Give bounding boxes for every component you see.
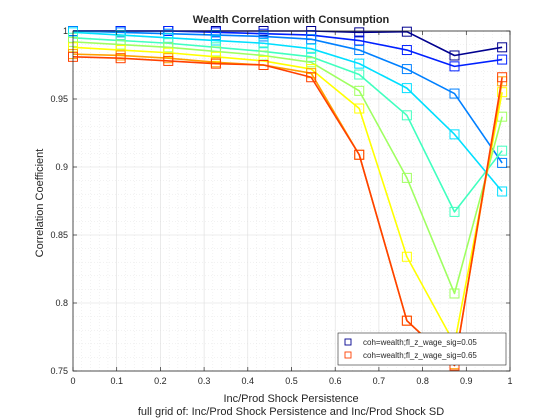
series-line — [72, 37, 503, 213]
series-point — [115, 30, 126, 41]
chart-title: Wealth Correlation with Consumption — [193, 14, 390, 26]
series-point — [163, 55, 174, 66]
series-point — [258, 60, 269, 70]
series-point — [210, 58, 221, 69]
y-tick-label: 1 — [63, 26, 68, 36]
y-tick-labels: 0.75 0.8 0.85 0.9 0.95 1 — [50, 26, 68, 376]
series-point — [354, 85, 365, 96]
series-point — [258, 50, 269, 61]
series-point — [354, 27, 365, 38]
x-tick-label: 0.8 — [416, 376, 429, 386]
series-point — [401, 64, 412, 75]
series-line — [72, 31, 503, 192]
x-axis-label: Inc/Prod Shock Persistence — [223, 393, 358, 405]
series-point — [497, 54, 508, 65]
legend-label-0: coh=wealth;fl_z_wage_sig=0.05 — [363, 338, 477, 347]
legend-label-1: coh=wealth;fl_z_wage_sig=0.65 — [363, 351, 477, 360]
series-point — [163, 47, 174, 58]
series-point — [354, 45, 365, 56]
legend-box — [337, 332, 507, 366]
series-point — [401, 110, 412, 121]
series-point — [354, 58, 365, 69]
series-point — [401, 315, 412, 326]
series-point — [163, 32, 174, 43]
legend-marker-1 — [344, 351, 352, 359]
y-tick-label: 0.95 — [50, 94, 68, 104]
series-point — [210, 46, 221, 57]
series-point — [306, 51, 317, 62]
legend: coh=wealth;fl_z_wage_sig=0.05 coh=wealth… — [337, 332, 507, 366]
series-line — [72, 30, 503, 164]
x-tick-label: 1 — [507, 376, 512, 386]
series-point — [115, 39, 126, 50]
minor-grid — [73, 31, 510, 371]
series-point — [210, 51, 221, 62]
series-point — [354, 103, 365, 114]
series-point — [449, 129, 460, 140]
x-tick-label: 0.5 — [285, 376, 298, 386]
series-point — [401, 83, 412, 94]
series-point — [210, 35, 221, 46]
series-point — [354, 149, 365, 160]
x-tick-label: 0.7 — [373, 376, 386, 386]
series-point — [449, 88, 460, 99]
y-tick-label: 0.85 — [50, 230, 68, 240]
series-point — [306, 34, 317, 45]
axis-ticks — [72, 30, 511, 372]
legend-marker-0 — [344, 338, 352, 346]
series-point — [497, 186, 508, 197]
series-point — [306, 57, 317, 68]
figure-footnote: full grid of: Inc/Prod Shock Persistence… — [138, 406, 444, 418]
x-tick-label: 0.3 — [198, 376, 211, 386]
series-point — [163, 42, 174, 53]
x-tick-label: 0 — [70, 376, 75, 386]
y-tick-label: 0.75 — [50, 366, 68, 376]
y-tick-label: 0.9 — [55, 162, 68, 172]
x-tick-label: 0.2 — [154, 376, 167, 386]
series-line — [72, 46, 503, 345]
series-point — [449, 288, 460, 299]
y-axis-label: Correlation Coefficient — [34, 149, 46, 258]
series-point — [497, 145, 508, 156]
series-point — [258, 31, 269, 42]
series-point — [306, 43, 317, 54]
series-point — [401, 172, 412, 183]
series-point — [210, 30, 221, 41]
series-point — [497, 157, 508, 168]
series-point — [401, 45, 412, 56]
series-point — [449, 50, 460, 61]
series-point — [497, 87, 508, 98]
series-point — [306, 72, 317, 83]
series-point — [354, 69, 365, 80]
y-tick-label: 0.8 — [55, 298, 68, 308]
series-point — [449, 206, 460, 217]
x-tick-labels: 0 0.1 0.2 0.3 0.4 0.5 0.6 0.7 0.8 0.9 1 — [70, 376, 512, 386]
x-tick-label: 0.6 — [329, 376, 342, 386]
series-point — [258, 38, 269, 49]
series-point — [497, 72, 508, 83]
series-point — [449, 61, 460, 72]
series-line — [72, 41, 503, 295]
x-tick-label: 0.9 — [460, 376, 473, 386]
series-point — [497, 42, 508, 53]
series-point — [115, 53, 126, 64]
series-point — [401, 26, 412, 37]
x-tick-label: 0.1 — [110, 376, 123, 386]
x-tick-label: 0.4 — [242, 376, 255, 386]
series-3 — [68, 27, 508, 197]
series-point — [354, 35, 365, 46]
series-point — [401, 251, 412, 262]
series-point — [115, 45, 126, 56]
